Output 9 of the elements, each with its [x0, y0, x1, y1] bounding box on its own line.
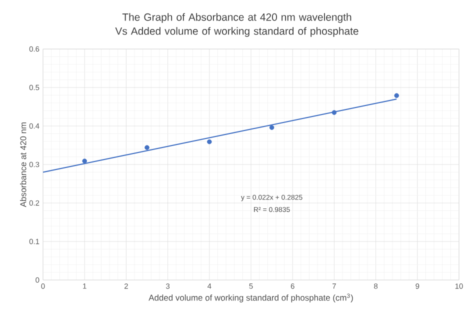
point: [332, 110, 337, 115]
point: [394, 93, 399, 98]
point: [82, 158, 87, 164]
y-axis-title: Absorbance at 420 nm: [20, 122, 26, 208]
point: [207, 139, 212, 144]
point: [269, 125, 274, 130]
point: [144, 145, 150, 150]
x-axis-title: Added volume of working standard of phosphate (cm$^{3}$): [148, 294, 353, 302]
chart-title: The Graph of Absorbance at 420 nm wavelength Vs Added volume of working standard of phosphate: [115, 13, 358, 37]
